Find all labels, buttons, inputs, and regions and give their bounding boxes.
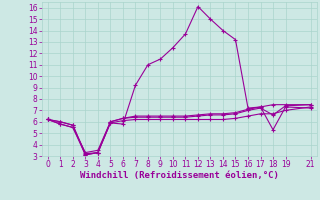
X-axis label: Windchill (Refroidissement éolien,°C): Windchill (Refroidissement éolien,°C) [80,171,279,180]
